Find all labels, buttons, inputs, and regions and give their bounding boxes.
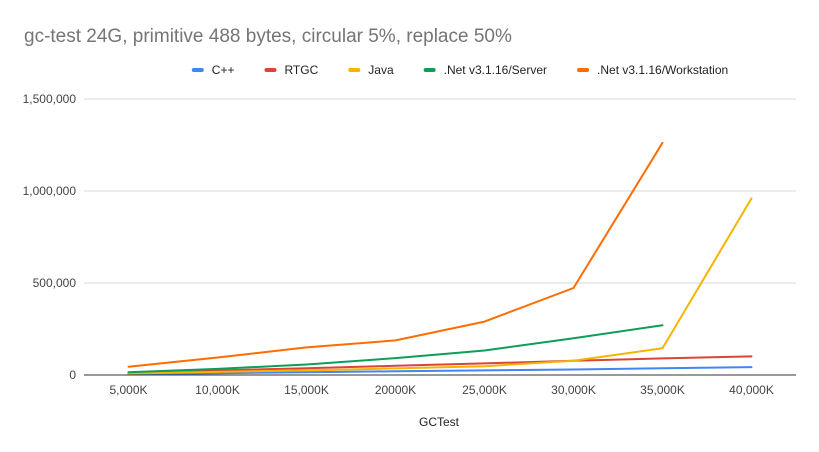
legend-item: RTGC (264, 63, 319, 77)
legend-item: C++ (191, 63, 235, 77)
series-line-2 (127, 197, 753, 375)
x-tick-label: 25,000K (462, 383, 507, 397)
legend-swatch (577, 68, 590, 72)
legend-label: .Net v3.1.16/Workstation (597, 63, 728, 77)
legend-label: C++ (212, 63, 235, 77)
series-line-1 (127, 355, 753, 374)
series-line-0 (127, 366, 753, 376)
legend-swatch (264, 68, 277, 72)
x-axis-ticks: 5,000K 10,000K 15,000K 20000K 25,000K 30,000K… (109, 383, 773, 397)
legend-label: .Net v3.1.16/Server (444, 63, 547, 77)
x-tick-label: 10,000K (195, 383, 240, 397)
x-axis-title: GCTest (419, 415, 460, 429)
legend-label: RTGC (284, 63, 318, 77)
series-line-4 (127, 141, 664, 368)
chart-title: gc-test 24G, primitive 488 bytes, circul… (24, 26, 512, 47)
y-tick-label: 1,000,000 (23, 184, 77, 198)
legend-swatch (423, 68, 436, 72)
series-group (127, 141, 753, 376)
x-tick-label: 35,000K (640, 383, 685, 397)
legend-label: Java (368, 63, 394, 77)
legend: C++ RTGC Java .Net v3.1.16/Server .Net v3.1.… (191, 63, 728, 77)
y-tick-label: 1,500,000 (23, 92, 77, 106)
y-tick-label: 0 (69, 368, 76, 382)
gridlines (84, 98, 796, 284)
x-tick-label: 15,000K (284, 383, 329, 397)
legend-item: .Net v3.1.16/Workstation (577, 63, 728, 77)
x-tick-label: 30,000K (551, 383, 596, 397)
series-line-3 (127, 324, 664, 374)
legend-item: Java (348, 63, 394, 77)
legend-swatch (191, 68, 204, 72)
y-axis-ticks: 0 500,000 1,000,000 1,500,000 (23, 92, 77, 382)
legend-item: .Net v3.1.16/Server (423, 63, 547, 77)
x-tick-label: 20000K (375, 383, 416, 397)
legend-swatch (348, 68, 361, 72)
y-tick-label: 500,000 (33, 276, 77, 290)
x-tick-label: 40,000K (729, 383, 774, 397)
x-tick-label: 5,000K (109, 383, 147, 397)
